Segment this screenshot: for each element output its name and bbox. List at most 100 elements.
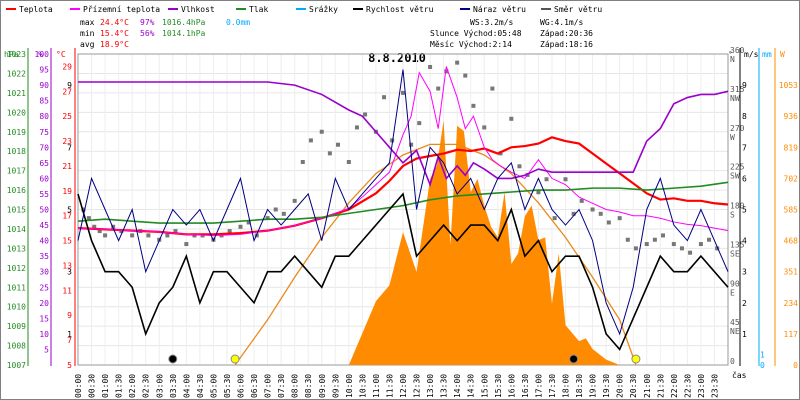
tick-label-solar: 0 (793, 361, 798, 370)
tick-label-direction-name: NW (730, 94, 740, 103)
direction-point (184, 242, 189, 247)
x-tick-label: 05:00 (209, 374, 218, 398)
series-solar-radiation (348, 120, 620, 365)
x-tick-label: 00:00 (74, 374, 83, 398)
tick-label-wind: 6 (742, 174, 747, 183)
direction-point (633, 246, 638, 251)
direction-point (390, 138, 395, 143)
direction-point (652, 237, 657, 242)
x-tick-label: 09:30 (331, 374, 340, 398)
stats-avg-temp: 18.9°C (100, 40, 129, 49)
tick-label-solar: 936 (784, 112, 799, 121)
x-tick-label: 22:00 (670, 374, 679, 398)
tick-label-direction: 270 (730, 124, 745, 133)
direction-point (81, 207, 86, 212)
direction-point (300, 159, 305, 164)
direction-point (598, 211, 603, 216)
tick-label-solar: 351 (784, 268, 799, 277)
direction-point (354, 125, 359, 130)
axis-unit-time: čas (732, 370, 747, 380)
direction-point (552, 216, 557, 221)
x-tick-label: 12:00 (399, 374, 408, 398)
x-tick-label: 10:30 (358, 374, 367, 398)
moon-set-marker (569, 354, 579, 364)
tick-label-pressure: 1018 (7, 147, 26, 156)
tick-label-pressure: 1012 (7, 264, 26, 273)
tick-label-direction: 0 (730, 357, 735, 366)
direction-point (273, 207, 278, 212)
tick-label-humidity: 20 (39, 299, 49, 308)
direction-point (482, 125, 487, 130)
tick-label-wind: 9 (742, 81, 747, 90)
tick-label-wind: 3 (742, 268, 747, 277)
direction-point (97, 229, 102, 234)
x-tick-label: 14:00 (453, 374, 462, 398)
legend-label: Náraz větru (473, 5, 526, 14)
tick-label-humidity: 25 (39, 283, 49, 292)
x-tick-label: 15:30 (494, 374, 503, 398)
tick-label-rain: 1 (760, 351, 765, 360)
stats-max-label: max (80, 18, 95, 27)
direction-point (292, 198, 297, 203)
tick-label-humidity: 100 (35, 50, 50, 59)
stats-max-hum: 97% (140, 18, 155, 27)
direction-point (146, 233, 151, 238)
series-ground-temperature (77, 66, 729, 237)
direction-point (571, 211, 576, 216)
tick-label-temperature: 23 (62, 137, 72, 146)
tick-label-humidity: 65 (39, 159, 49, 168)
axis-unit-mm: mm (762, 50, 772, 59)
x-tick-label: 13:00 (426, 374, 435, 398)
tick-label-temperature: 13 (62, 261, 72, 270)
tick-label-wind-left: 7 (67, 143, 72, 152)
tick-label-direction-name: N (730, 55, 735, 64)
direction-point (103, 233, 108, 238)
tick-label-temperature: 19 (62, 187, 72, 196)
astro-ws: WS:3.2m/s (470, 18, 514, 27)
tick-label-wind-left: 9 (67, 81, 72, 90)
axis-unit-w: W (780, 50, 785, 59)
sunset-marker (631, 354, 641, 364)
x-tick-label: 01:00 (101, 374, 110, 398)
x-tick-label: 08:00 (291, 374, 300, 398)
tick-label-wind-left: 3 (67, 268, 72, 277)
x-tick-label: 05:30 (223, 374, 232, 398)
tick-label-pressure: 1016 (7, 186, 26, 195)
chart-title: 8.8.2010 (368, 51, 426, 65)
tick-label-humidity: 10 (39, 330, 49, 339)
direction-point (227, 229, 232, 234)
astro-sun: Slunce Východ:05:48 (430, 29, 522, 38)
tick-label-pressure: 1014 (7, 225, 26, 234)
tick-label-humidity: 40 (39, 237, 49, 246)
stats-max-press: 1016.4hPa (162, 18, 206, 27)
x-tick-label: 04:00 (182, 374, 191, 398)
tick-label-direction-name: S (730, 211, 735, 220)
direction-point (625, 237, 630, 242)
astro-sun-set: Západ:20:36 (540, 29, 593, 38)
x-tick-label: 06:00 (237, 374, 246, 398)
axis-unit-hpa: hPa (4, 50, 19, 59)
tick-label-direction: 225 (730, 163, 745, 172)
x-tick-label: 03:00 (155, 374, 164, 398)
tick-label-pressure: 1008 (7, 342, 26, 351)
tick-label-pressure: 1011 (7, 283, 26, 292)
legend-label: Přízemní teplota (83, 5, 160, 14)
direction-point (409, 142, 414, 147)
tick-label-rain: 0 (760, 361, 765, 370)
tick-label-humidity: 55 (39, 190, 49, 199)
direction-point (536, 190, 541, 195)
stats-max-temp: 24.4°C (100, 18, 129, 27)
tick-label-humidity: 15 (39, 314, 49, 323)
tick-label-humidity: 60 (39, 174, 49, 183)
stats-block: max 24.4°C 97% 1016.4hPa 0.0mm min 15.4°… (80, 18, 250, 49)
tick-label-pressure: 1015 (7, 206, 26, 215)
astro-wg: WG:4.1m/s (540, 18, 584, 27)
direction-point (688, 250, 693, 255)
legend: Teplota Přízemní teplota Vlhkost Tlak Srážky… (6, 5, 602, 14)
x-tick-label: 22:30 (683, 374, 692, 398)
tick-label-direction: 90 (730, 279, 740, 288)
direction-point (715, 246, 720, 251)
direction-point (363, 112, 368, 117)
direction-point (590, 207, 595, 212)
x-tick-label: 13:30 (440, 374, 449, 398)
